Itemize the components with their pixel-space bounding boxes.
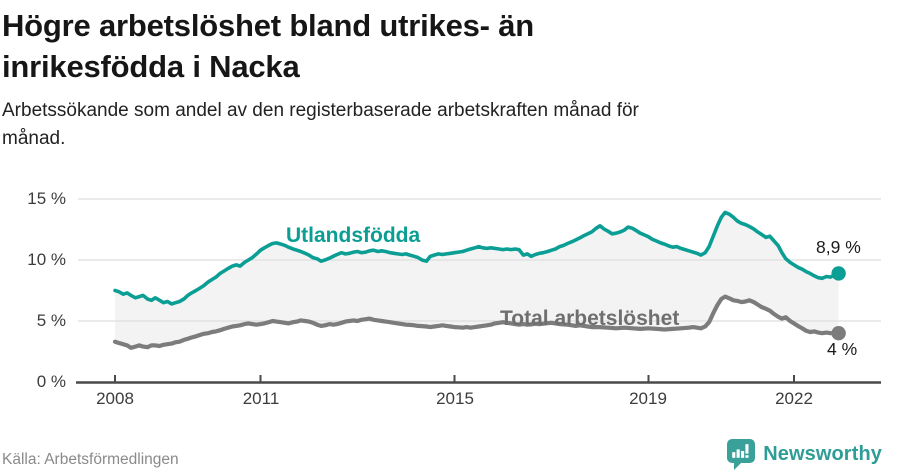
series-label-utlandsfodda: Utlandsfödda — [286, 224, 421, 247]
page-subtitle: Arbetssökande som andel av den registerb… — [2, 97, 882, 153]
series-label-total: Total arbetslöshet — [500, 307, 680, 330]
source-note: Källa: Arbetsförmedlingen — [2, 451, 179, 468]
page-title-line2: inrikesfödda i Nacka — [2, 49, 300, 84]
x-tick-label-2019: 2019 — [629, 389, 667, 408]
brand-logo: Newsworthy — [727, 438, 882, 470]
end-value-total: 4 % — [827, 339, 858, 359]
y-tick-label-10: 10 % — [27, 250, 66, 269]
x-tick-label-2008: 2008 — [96, 389, 134, 408]
page-title-line1: Högre arbetslöshet bland utrikes- än — [2, 8, 534, 43]
x-tick-label-2011: 2011 — [242, 389, 280, 408]
y-tick-label-15: 15 % — [27, 189, 66, 208]
page-subtitle-line1: Arbetssökande som andel av den registerb… — [2, 100, 639, 121]
y-tick-label-0: 0 % — [36, 372, 66, 391]
page-title: Högre arbetslöshet bland utrikes- än inr… — [2, 5, 742, 87]
y-tick-label-5: 5 % — [36, 311, 66, 330]
end-value-utlandsfodda: 8,9 % — [816, 237, 861, 257]
newsworthy-icon — [727, 438, 756, 470]
page-subtitle-line2: månad. — [2, 128, 66, 149]
line-chart — [76, 198, 881, 384]
x-tick-label-2015: 2015 — [436, 389, 474, 408]
brand-name: Newsworthy — [763, 442, 882, 465]
x-tick-label-2022: 2022 — [775, 389, 813, 408]
